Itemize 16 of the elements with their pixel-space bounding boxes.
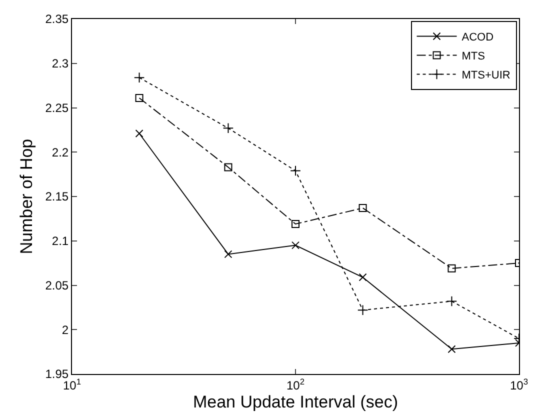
x-tick-label: 10$^{3}$	[510, 376, 528, 392]
x-tick-label: 10$^{2}$	[286, 376, 305, 392]
y-tick-label: 2.25	[45, 100, 69, 115]
y-tick-label: 2.2	[52, 145, 69, 160]
y-tick-label: 2.05	[45, 278, 69, 292]
y-tick-label: 2.15	[45, 190, 69, 204]
x-axis-title: Mean Update Interval (sec)	[192, 392, 398, 412]
legend-label: MTS+UIR	[462, 70, 510, 82]
y-axis-title: Number of Hop	[16, 138, 36, 254]
y-tick-label: 2	[62, 322, 69, 337]
legend-label: MTS	[462, 50, 485, 63]
y-tick-label: 1.95	[45, 367, 69, 382]
y-tick-label: 2.1	[52, 234, 69, 248]
legend-label: ACOD	[462, 32, 494, 44]
y-tick-label: 2.35	[45, 12, 69, 26]
y-tick-label: 2.3	[52, 56, 69, 71]
